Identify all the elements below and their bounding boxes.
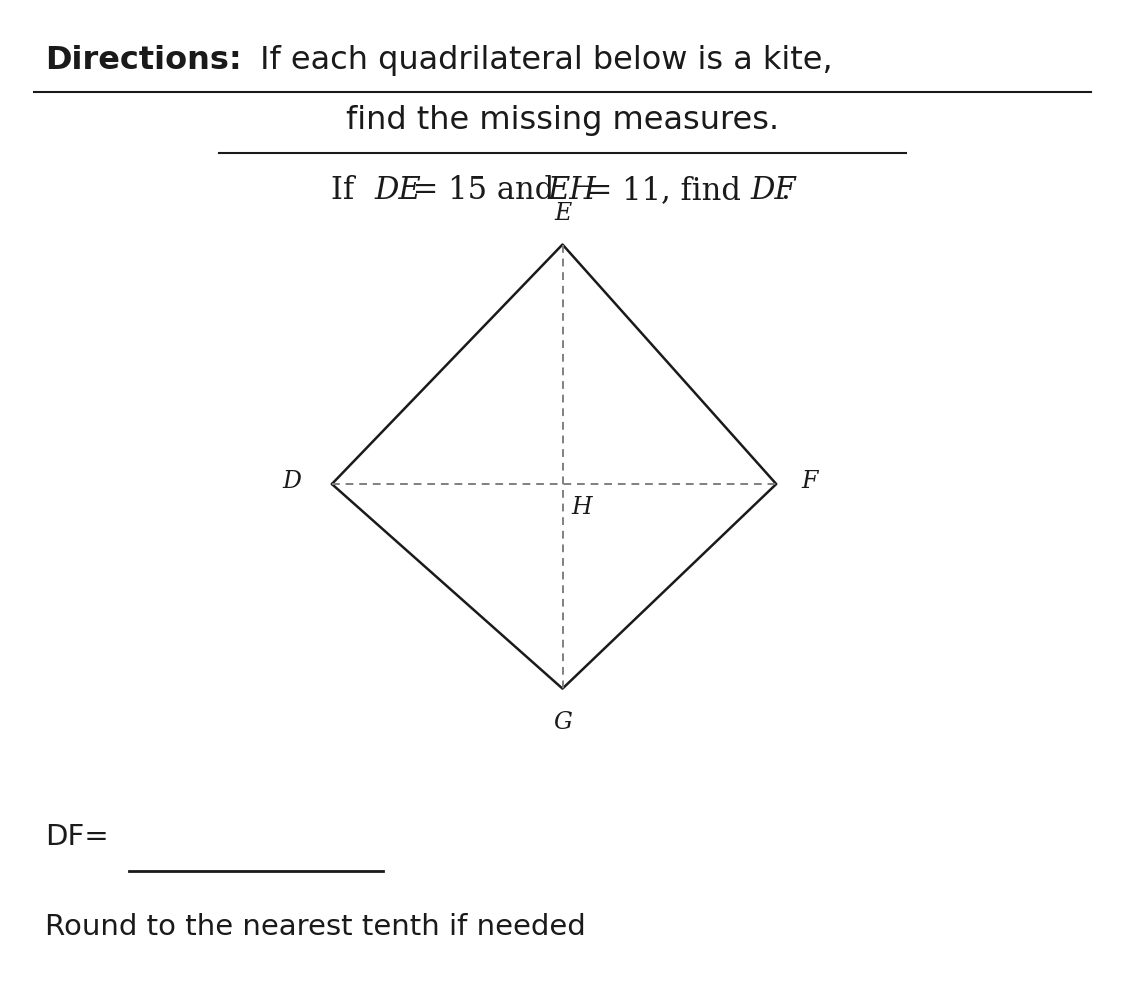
Text: = 11, find: = 11, find bbox=[577, 175, 750, 206]
Text: = 15 and: = 15 and bbox=[404, 175, 565, 206]
Text: If: If bbox=[331, 175, 363, 206]
Text: H: H bbox=[572, 496, 592, 519]
Text: Directions:: Directions: bbox=[45, 45, 242, 76]
Text: find the missing measures.: find the missing measures. bbox=[346, 105, 778, 136]
Text: D: D bbox=[282, 469, 302, 493]
Text: If each quadrilateral below is a kite,: If each quadrilateral below is a kite, bbox=[250, 45, 832, 76]
Text: E: E bbox=[554, 202, 572, 225]
Text: F: F bbox=[801, 469, 818, 493]
Text: DE: DE bbox=[374, 175, 421, 206]
Text: EH: EH bbox=[548, 175, 596, 206]
Text: DF: DF bbox=[750, 175, 796, 206]
Text: DF=: DF= bbox=[45, 823, 109, 851]
Text: Round to the nearest tenth if needed: Round to the nearest tenth if needed bbox=[45, 913, 586, 941]
Text: .: . bbox=[780, 175, 790, 206]
Text: G: G bbox=[554, 711, 572, 734]
